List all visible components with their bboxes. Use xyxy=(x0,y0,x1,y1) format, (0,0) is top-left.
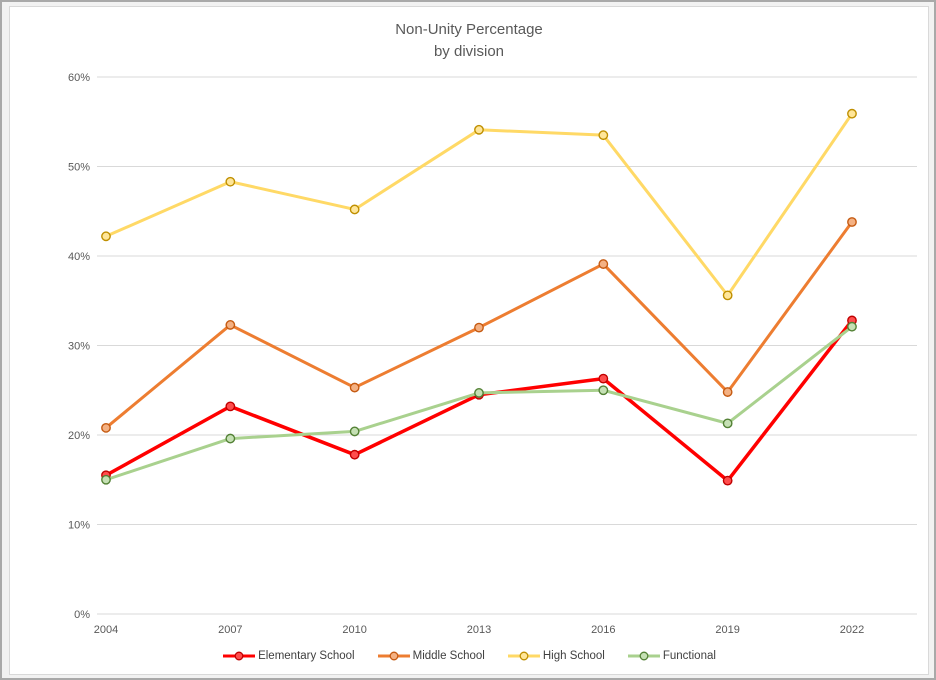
legend-marker-functional xyxy=(627,651,660,661)
data-point-middle-school-2022 xyxy=(847,217,857,227)
legend-item-elementary-school: Elementary School xyxy=(222,650,355,662)
data-point-elementary-school-2010 xyxy=(349,449,360,460)
data-point-functional-2010 xyxy=(349,426,360,437)
legend-label-high-school: High School xyxy=(542,650,605,662)
data-point-high-school-2004 xyxy=(101,231,111,242)
y-axis-tick-label: 20% xyxy=(68,430,90,442)
data-point-high-school-2013 xyxy=(474,124,484,135)
data-point-middle-school-2016 xyxy=(598,259,609,269)
data-point-elementary-school-2007 xyxy=(225,401,236,412)
y-axis-tick-label: 10% xyxy=(68,520,90,532)
line-chart-plot: 0% 10% 20% 30% 40% 50% 60% 2004 2007 2010 2013 2016… xyxy=(68,72,917,636)
legend-marker-middle-school xyxy=(377,651,410,661)
y-axis-tick-label: 0% xyxy=(74,609,90,621)
data-point-high-school-2007 xyxy=(225,176,236,187)
x-axis-tick-label: 2016 xyxy=(591,624,615,636)
legend-label-functional: Functional xyxy=(662,650,716,662)
data-point-middle-school-2010 xyxy=(349,382,360,393)
y-axis-tick-label: 60% xyxy=(68,72,90,84)
data-point-elementary-school-2019 xyxy=(722,475,733,486)
data-point-middle-school-2004 xyxy=(101,422,111,433)
y-axis-tick-label: 40% xyxy=(68,251,90,263)
chart-title: Non-Unity Percentage xyxy=(395,21,543,38)
data-point-functional-2019 xyxy=(722,418,733,429)
chart-legend: Elementary School Middle School High Schoo… xyxy=(10,650,928,662)
series-line-elementary-school xyxy=(104,318,854,483)
data-point-middle-school-2013 xyxy=(474,322,484,333)
chart-subtitle: by division xyxy=(433,43,505,60)
x-axis-tick-label: 2019 xyxy=(715,624,739,636)
chart-frame: Non-Unity Percentage by division 0% 10% 20… xyxy=(9,6,929,675)
x-axis-tick-label: 2010 xyxy=(342,624,366,636)
x-axis-tick-label: 2007 xyxy=(218,624,242,636)
data-point-functional-2004 xyxy=(101,474,111,485)
data-point-functional-2013 xyxy=(474,388,484,398)
series-line-functional xyxy=(104,325,854,482)
data-point-functional-2022 xyxy=(847,321,857,332)
x-axis-tick-label: 2013 xyxy=(467,624,491,636)
legend-item-high-school: High School xyxy=(507,650,605,662)
y-axis-tick-label: 30% xyxy=(68,341,90,353)
legend-label-middle-school: Middle School xyxy=(412,650,485,662)
x-axis-tick-label: 2022 xyxy=(840,624,864,636)
data-point-high-school-2010 xyxy=(349,204,360,215)
data-point-middle-school-2019 xyxy=(722,387,733,397)
legend-label-elementary-school: Elementary School xyxy=(258,650,355,662)
legend-marker-high-school xyxy=(507,651,540,661)
x-axis-tick-label: 2004 xyxy=(94,624,118,636)
legend-item-middle-school: Middle School xyxy=(377,650,485,662)
data-point-high-school-2022 xyxy=(847,108,857,119)
data-point-elementary-school-2016 xyxy=(598,373,609,384)
data-point-functional-2007 xyxy=(225,433,236,444)
legend-marker-elementary-school xyxy=(223,651,256,661)
data-point-functional-2016 xyxy=(598,385,609,396)
data-point-high-school-2019 xyxy=(722,290,733,301)
y-axis-tick-label: 50% xyxy=(68,162,90,174)
series-line-high-school xyxy=(104,112,854,297)
data-point-high-school-2016 xyxy=(598,130,609,141)
legend-item-functional: Functional xyxy=(627,650,716,662)
data-point-middle-school-2007 xyxy=(225,320,236,330)
chart-title-block: Non-Unity Percentage by division xyxy=(10,19,928,63)
